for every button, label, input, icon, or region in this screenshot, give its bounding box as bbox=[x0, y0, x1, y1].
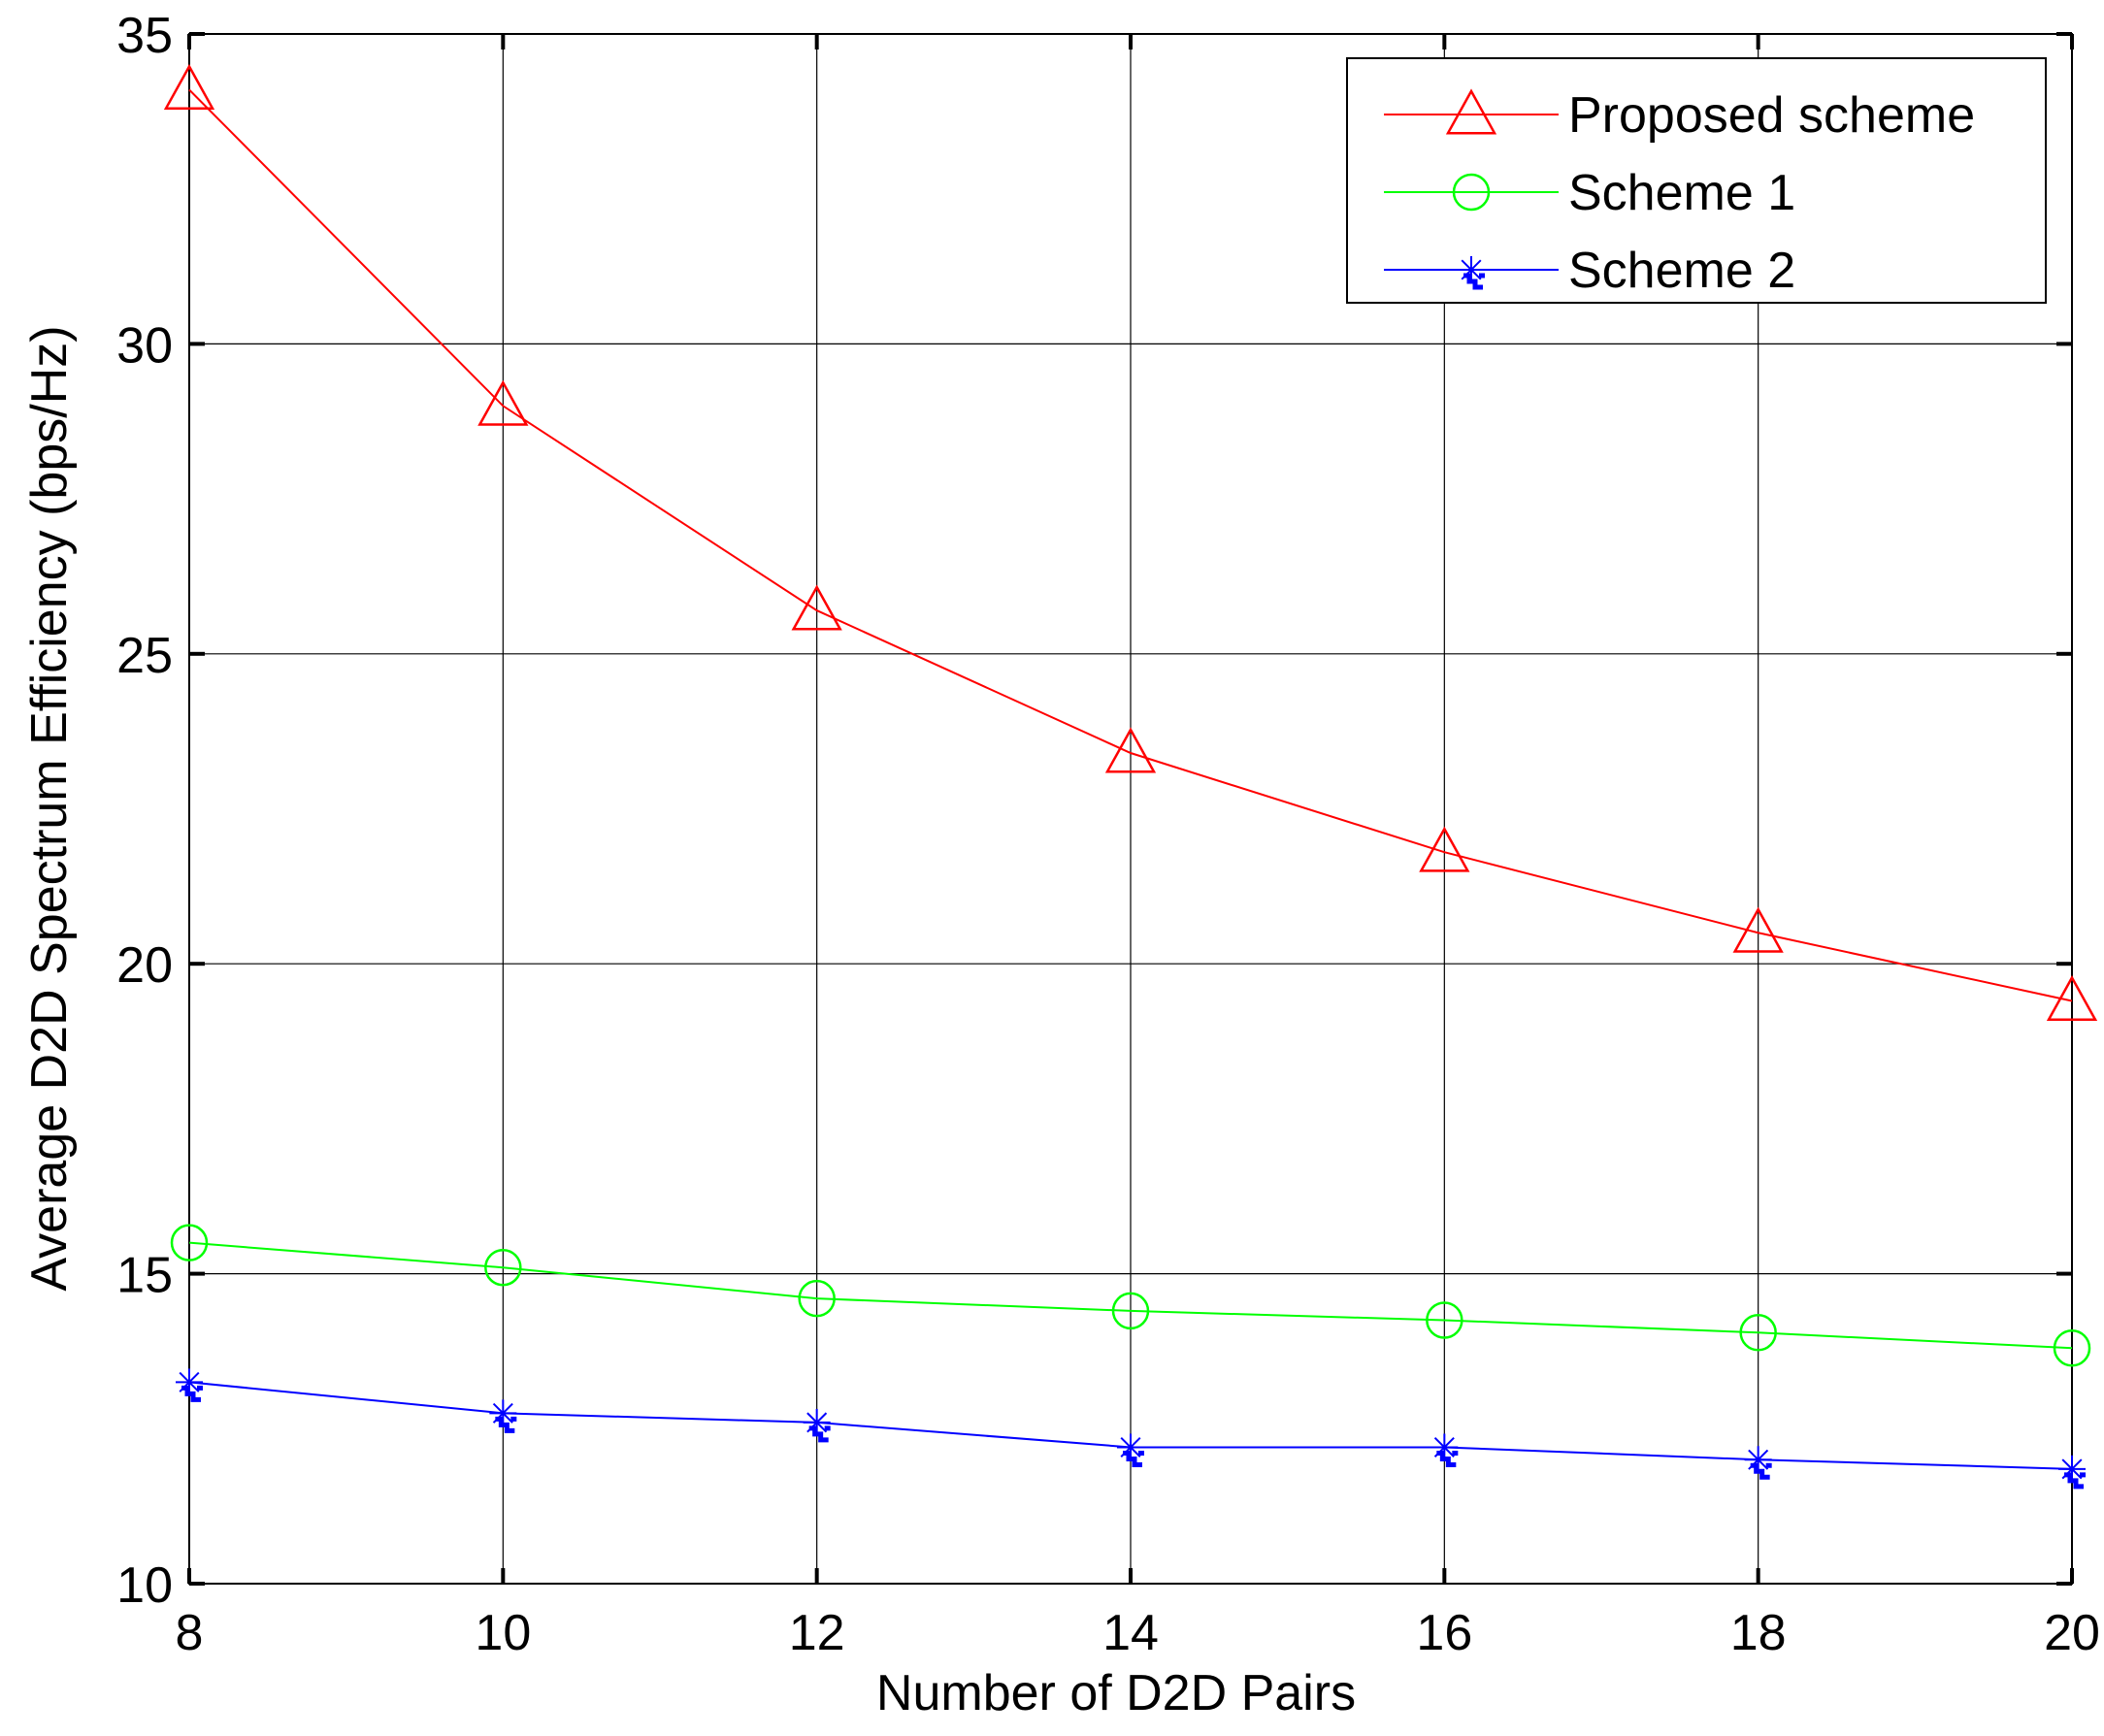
y-tick-label: 30 bbox=[116, 317, 173, 374]
data-point bbox=[1744, 1446, 1772, 1480]
data-point bbox=[2058, 1455, 2086, 1490]
data-point bbox=[1104, 727, 1157, 773]
series-line bbox=[188, 1241, 2073, 1350]
series-proposed-scheme bbox=[163, 63, 2098, 1021]
series-scheme-2 bbox=[176, 1368, 2086, 1490]
x-tick-label: 16 bbox=[1416, 1605, 1472, 1661]
legend-swatch-marker bbox=[1458, 256, 1485, 290]
data-point bbox=[489, 1399, 517, 1433]
data-point bbox=[170, 1224, 209, 1261]
x-tick-label: 14 bbox=[1102, 1605, 1159, 1661]
data-point bbox=[1426, 1301, 1463, 1339]
x-tick-label: 20 bbox=[2044, 1605, 2100, 1661]
legend: Proposed scheme Scheme 1 Scheme 2 bbox=[1346, 57, 2047, 304]
data-point bbox=[1117, 1433, 1144, 1467]
x-axis-label: Number of D2D Pairs bbox=[876, 1665, 1356, 1721]
legend-label: Scheme 2 bbox=[1568, 243, 1795, 299]
series-line bbox=[188, 88, 2073, 1002]
legend-swatch-marker bbox=[1445, 88, 1497, 135]
data-point bbox=[163, 63, 215, 110]
x-tick-label: 10 bbox=[475, 1605, 531, 1661]
y-tick-label: 20 bbox=[116, 937, 173, 994]
x-tick-label: 18 bbox=[1730, 1605, 1787, 1661]
data-point bbox=[477, 379, 529, 426]
data-point bbox=[1419, 826, 1470, 872]
y-tick-label: 10 bbox=[116, 1557, 173, 1614]
series-layer bbox=[163, 63, 2098, 1490]
legend-label: Scheme 1 bbox=[1568, 165, 1795, 221]
legend-entry: Proposed scheme bbox=[1384, 87, 1975, 144]
legend-swatch-marker bbox=[1452, 173, 1491, 212]
data-point bbox=[798, 1279, 836, 1318]
x-tick-label: 12 bbox=[789, 1605, 845, 1661]
data-point bbox=[803, 1408, 831, 1443]
data-point bbox=[1111, 1292, 1150, 1330]
data-point bbox=[176, 1368, 203, 1402]
data-point bbox=[1430, 1433, 1459, 1467]
legend-entry: Scheme 1 bbox=[1384, 165, 1795, 221]
x-tick-label: 8 bbox=[176, 1605, 204, 1661]
data-point bbox=[2046, 974, 2098, 1021]
y-tick-label: 15 bbox=[116, 1248, 173, 1304]
data-point bbox=[1739, 1314, 1777, 1352]
ticks bbox=[187, 32, 2074, 1586]
data-point bbox=[791, 584, 842, 631]
y-axis-label: Average D2D Spectrum Efficiency (bps/Hz) bbox=[21, 325, 78, 1291]
y-tick-label: 35 bbox=[116, 8, 173, 64]
series-scheme-1 bbox=[170, 1224, 2091, 1367]
legend-label: Proposed scheme bbox=[1568, 87, 1975, 144]
data-point bbox=[1732, 906, 1784, 953]
legend-entry: Scheme 2 bbox=[1384, 243, 1795, 299]
y-tick-label: 25 bbox=[116, 628, 173, 684]
data-point bbox=[484, 1248, 522, 1287]
data-point bbox=[2053, 1329, 2091, 1367]
